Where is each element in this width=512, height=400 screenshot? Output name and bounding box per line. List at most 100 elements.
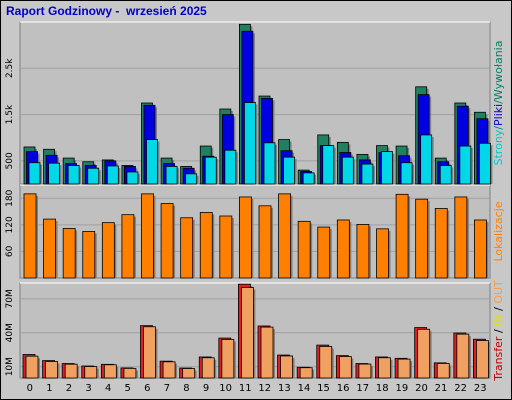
mid-side-label-part: Lokalizacje (492, 201, 505, 261)
top-bar-strony (322, 145, 335, 185)
top-bar-strony (224, 149, 237, 185)
xtick-label: 23 (474, 383, 487, 394)
bot-side-label-part: OUT (492, 280, 505, 304)
xtick-label: 7 (164, 383, 170, 394)
bot-bar-out (123, 367, 137, 379)
xtick-label: 15 (317, 383, 330, 394)
top-bar-strony (400, 162, 413, 185)
top-bar-strony (146, 139, 158, 185)
mid-bar-lokalizacje (258, 205, 272, 279)
top-side-label-part: / (492, 126, 505, 130)
top-ytick-label: 2.5k (5, 58, 15, 78)
bot-bar-out (378, 357, 391, 379)
bot-side-label-part: / (492, 326, 505, 337)
mid-bar-lokalizacje (317, 226, 331, 279)
bot-bar-out (84, 366, 98, 379)
xtick-label: 10 (219, 383, 232, 394)
bot-bar-out (143, 326, 156, 379)
xtick-label: 14 (298, 383, 311, 394)
xtick-label: 21 (435, 383, 448, 394)
mid-bar-lokalizacje (141, 193, 154, 279)
mid-bar-lokalizacje (415, 198, 429, 279)
mid-bar-lokalizacje (278, 193, 291, 279)
mid-bar-lokalizacje (336, 219, 350, 279)
top-bar-strony (185, 173, 198, 185)
xtick-label: 18 (376, 383, 389, 394)
top-bar-strony (48, 162, 60, 185)
top-side-label-part: Strony (492, 129, 505, 165)
xtick-label: 4 (105, 383, 111, 394)
xtick-label: 6 (144, 383, 150, 394)
top-ytick-label: 500 (5, 152, 15, 169)
xtick-label: 8 (183, 383, 189, 394)
mid-ytick-label: 180 (5, 189, 15, 206)
top-bar-strony (439, 165, 452, 185)
mid-bar-lokalizacje (62, 227, 76, 279)
bot-ytick-label: 10M (5, 357, 15, 376)
top-bar-strony (28, 162, 41, 185)
bot-bar-out (436, 363, 450, 379)
top-bar-strony (67, 165, 80, 185)
mid-ytick-label: 120 (5, 216, 15, 233)
xtick-label: 1 (46, 383, 52, 394)
xtick-label: 17 (356, 383, 369, 394)
top-bar-strony (381, 151, 393, 185)
top-side-label-part: / (492, 100, 505, 104)
mid-bar-lokalizacje (434, 208, 448, 279)
top-bar-strony (420, 134, 433, 185)
bot-bar-out (260, 326, 274, 379)
mid-bar-lokalizacje (454, 196, 468, 279)
xtick-label: 3 (85, 383, 91, 394)
bot-ytick-label: 40M (5, 323, 15, 342)
bot-bar-out (358, 363, 372, 379)
bot-bar-out (162, 361, 176, 379)
mid-bar-lokalizacje (23, 193, 37, 279)
bot-side-label: Transfer / IN / OUT (492, 280, 505, 382)
top-side-label: Strony/Pliki/Wywołania (492, 41, 505, 166)
top-bar-strony (204, 156, 217, 185)
xtick-label: 11 (239, 383, 252, 394)
bot-side-label-part: / (492, 304, 505, 315)
mid-bar-lokalizacje (199, 212, 213, 279)
xtick-label: 12 (258, 383, 271, 394)
bot-bar-out (476, 340, 489, 379)
xtick-label: 9 (203, 383, 209, 394)
bot-bar-out (182, 368, 196, 379)
bot-bar-out (319, 346, 333, 379)
mid-bar-lokalizacje (239, 196, 252, 279)
mid-bar-lokalizacje (297, 220, 311, 279)
xtick-label: 2 (66, 383, 72, 394)
bot-bar-out (64, 363, 78, 379)
chart-title: Raport Godzinowy - wrzesień 2025 (6, 4, 207, 18)
mid-bar-lokalizacje (121, 214, 135, 279)
xtick-label: 20 (415, 383, 428, 394)
top-bar-strony (283, 156, 295, 185)
bot-ytick-label: 70M (5, 289, 15, 308)
bot-bar-out (397, 358, 411, 379)
bot-bar-out (241, 287, 254, 379)
bot-bar-out (338, 356, 352, 379)
top-bar-strony (302, 172, 315, 185)
mid-bar-lokalizacje (395, 193, 409, 279)
top-bar-strony (244, 102, 256, 185)
xtick-label: 16 (337, 383, 350, 394)
top-bar-strony (479, 142, 491, 185)
bot-bar-out (103, 364, 117, 379)
mid-bar-lokalizacje (160, 203, 174, 279)
top-bar-strony (341, 156, 354, 185)
bot-bar-out (280, 355, 293, 379)
mid-bar-lokalizacje (180, 217, 194, 279)
mid-ytick-label: 60 (5, 245, 15, 257)
mid-bar-lokalizacje (82, 231, 96, 279)
bot-bar-out (25, 355, 39, 379)
xtick-label: 0 (27, 383, 33, 394)
bot-bar-out (299, 367, 313, 379)
mid-bar-lokalizacje (43, 218, 56, 279)
xtick-label: 22 (454, 383, 467, 394)
bot-side-label-part: Transfer (492, 336, 505, 382)
mid-bar-lokalizacje (101, 222, 115, 279)
mid-side-label: Lokalizacje (492, 201, 505, 261)
bot-bar-out (201, 357, 215, 379)
xtick-label: 13 (278, 383, 291, 394)
